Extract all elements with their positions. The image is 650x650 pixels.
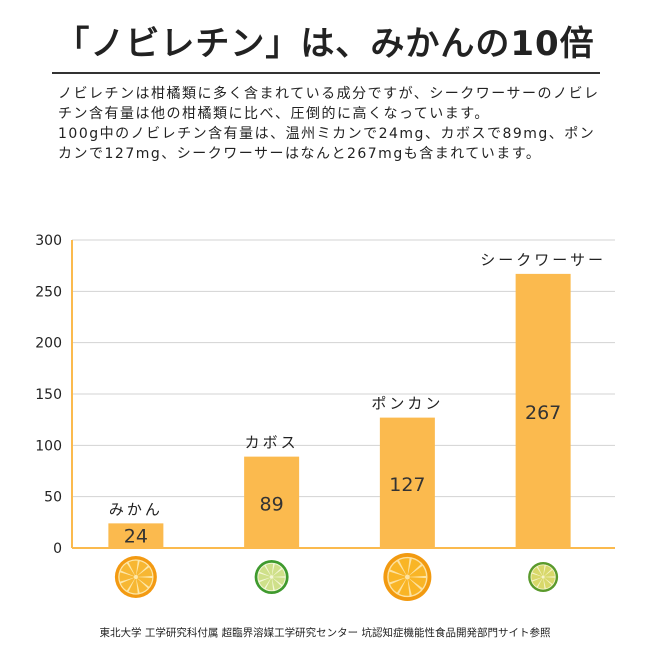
fruit-segment bbox=[543, 565, 552, 577]
fruit-segment bbox=[128, 577, 138, 594]
page-title: 「ノビレチン」は、みかんの10倍 bbox=[55, 24, 595, 64]
fruit-segment bbox=[135, 561, 148, 577]
shikuwasa-slice-icon bbox=[528, 562, 559, 592]
y-tick-label: 250 bbox=[35, 284, 62, 300]
fruit-segment bbox=[537, 565, 545, 577]
lime-slice-icon bbox=[254, 560, 289, 594]
fruit-core bbox=[133, 574, 138, 580]
fruit-segment bbox=[543, 577, 555, 584]
fruit-segment bbox=[407, 577, 427, 589]
category-label: ポンカン bbox=[371, 395, 443, 413]
fruit-segment bbox=[120, 563, 136, 577]
bar-value-label: 127 bbox=[389, 474, 425, 496]
bar-0 bbox=[108, 523, 164, 548]
fruit-segment bbox=[532, 577, 544, 587]
bar-value-label: 89 bbox=[260, 493, 284, 515]
description-paragraph-1: ノビレチンは柑橘類に多く含まれている成分ですが、シークワーサーのノビレチン含有量… bbox=[58, 86, 600, 122]
fruit-segment bbox=[388, 571, 408, 583]
fruit-segment bbox=[407, 577, 421, 596]
description: ノビレチンは柑橘類に多く含まれている成分ですが、シークワーサーのノビレチン含有量… bbox=[58, 84, 606, 164]
nobiletin-bar-chart: 0 50 100 150 200 250 300 24 みかん 89 カボス 127 ポンカン 267 シ… bbox=[35, 233, 615, 601]
fruit-segment bbox=[259, 577, 272, 589]
fruit-segment bbox=[532, 567, 544, 577]
description-paragraph-2: 100g中のノビレチン含有量は、温州ミカンで24mg、カボスで89mg、ポンカン… bbox=[58, 126, 596, 162]
bar-2 bbox=[379, 417, 435, 548]
fruit-segment bbox=[543, 577, 552, 589]
title-underline bbox=[52, 72, 600, 74]
y-tick-label: 100 bbox=[35, 438, 62, 454]
fruit-core bbox=[541, 575, 545, 579]
fruit-segment bbox=[271, 577, 282, 590]
fruit-segment bbox=[407, 565, 427, 577]
fruit-segment bbox=[271, 569, 285, 577]
fruit-segment bbox=[128, 560, 138, 577]
fruit-segment bbox=[537, 577, 545, 589]
source-note: 東北大学 工学研究科付属 超臨界溶媒工学研究センター 坑認知症機能性食品開発部門… bbox=[99, 627, 551, 639]
fruit-segment bbox=[399, 577, 410, 596]
category-label: みかん bbox=[109, 500, 163, 518]
fruit-segment bbox=[390, 561, 408, 577]
fruit-segment bbox=[135, 577, 153, 587]
fruit-segment bbox=[258, 573, 272, 581]
bar-value-label: 24 bbox=[124, 526, 148, 548]
y-tick-label: 300 bbox=[35, 233, 62, 249]
fruit-segment bbox=[119, 572, 136, 582]
fruit-segment bbox=[259, 565, 272, 577]
fruit-segment bbox=[135, 577, 148, 593]
y-tick-label: 200 bbox=[35, 336, 62, 352]
category-label: カボス bbox=[245, 434, 299, 452]
fruit-segment bbox=[135, 567, 153, 577]
y-tick-label: 150 bbox=[35, 387, 62, 403]
fruit-segment bbox=[271, 577, 285, 585]
fruit-segment bbox=[543, 570, 555, 577]
fruit-segment bbox=[531, 573, 544, 581]
bar-3 bbox=[515, 273, 571, 548]
y-tick-label: 50 bbox=[44, 490, 62, 506]
y-tick-label: 0 bbox=[53, 541, 62, 557]
fruit-core bbox=[269, 575, 274, 579]
fruit-segment bbox=[407, 558, 421, 577]
category-label: シークワーサー bbox=[480, 251, 606, 269]
orange-slice-icon bbox=[114, 556, 157, 598]
bar-value-label: 267 bbox=[525, 402, 561, 424]
fruit-segment bbox=[271, 564, 282, 577]
fruit-core bbox=[404, 574, 410, 580]
fruit-segment bbox=[265, 577, 274, 591]
fruit-segment bbox=[399, 558, 410, 577]
bar-1 bbox=[244, 456, 300, 548]
ponkan-slice-icon bbox=[383, 553, 432, 601]
fruit-segment bbox=[390, 577, 408, 593]
fruit-segment bbox=[265, 563, 274, 577]
fruit-segment bbox=[120, 577, 136, 591]
